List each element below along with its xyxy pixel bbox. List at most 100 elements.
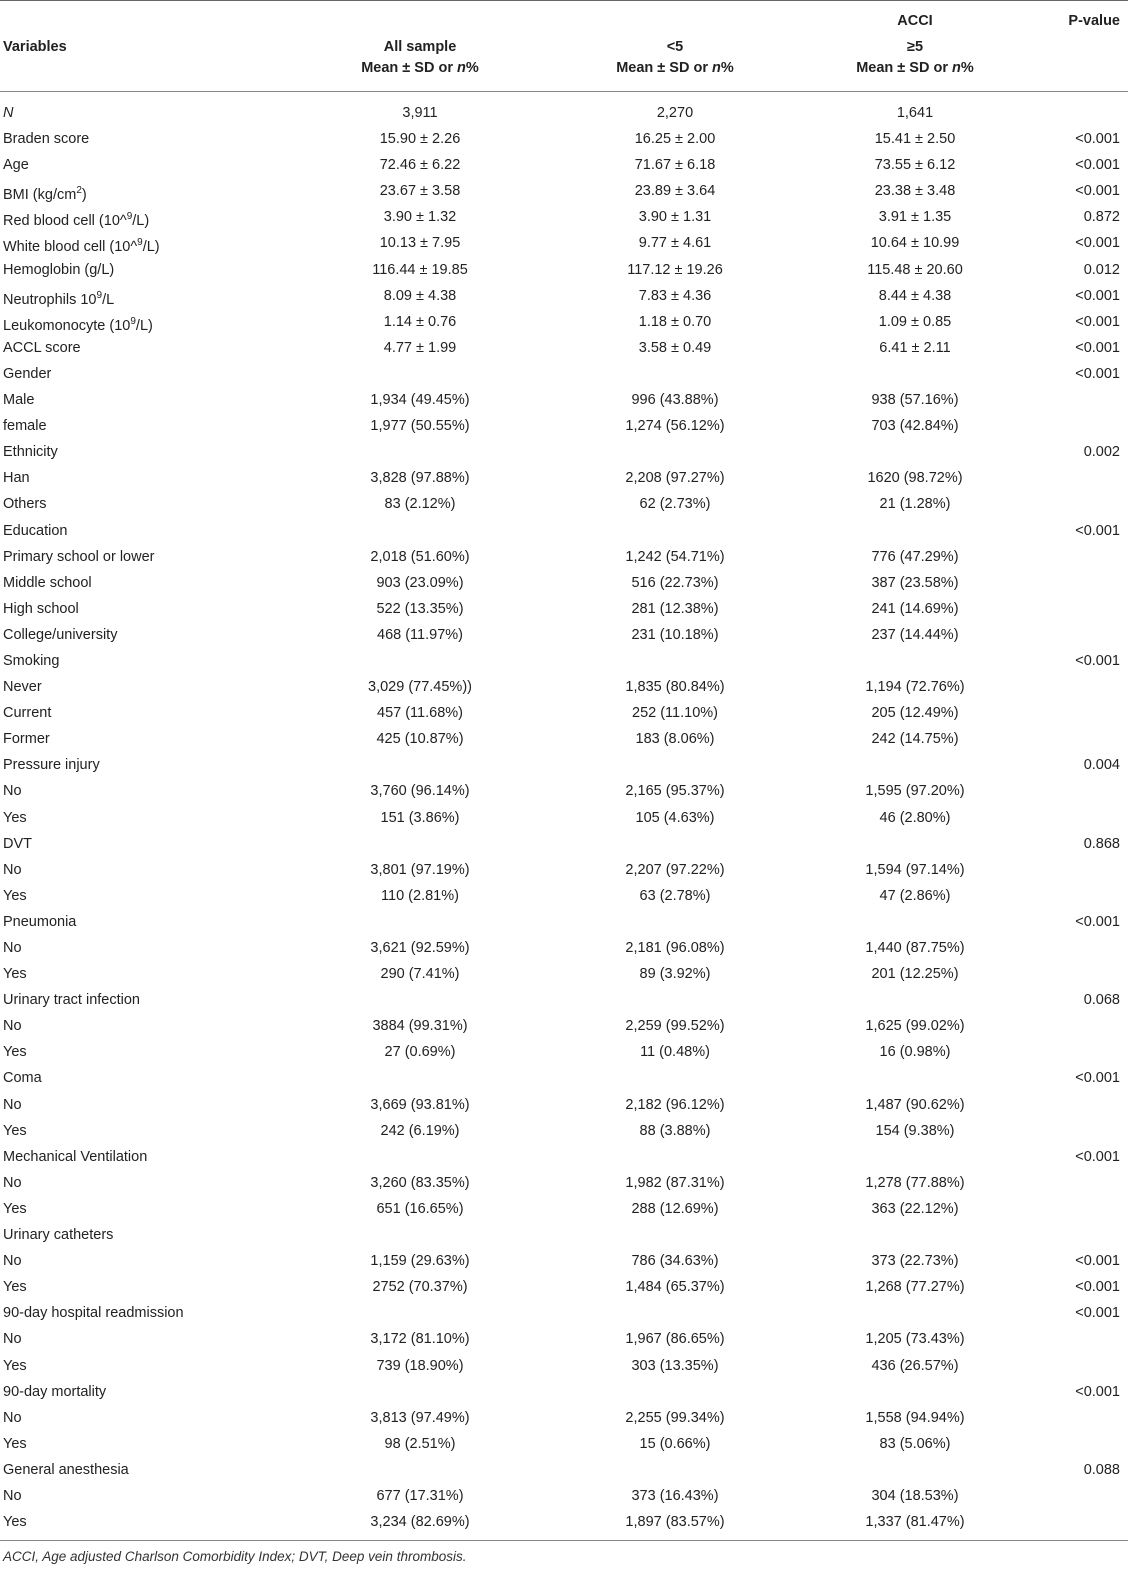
table-row: female 1,977 (50.55%) 1,274 (56.12%) 703 (4… — [0, 413, 1143, 439]
table-row: Leukomonocyte (109/L) 1.14 ± 0.76 1.18 ± 0… — [0, 309, 1143, 335]
table-row: No 677 (17.31%) 373 (16.43%) 304 (18.53%) — [0, 1483, 1143, 1509]
table-row: ACCL score 4.77 ± 1.99 3.58 ± 0.49 6.41 ± 2… — [0, 335, 1143, 361]
row-label: No — [3, 1018, 22, 1035]
p-value: <0.001 — [1075, 287, 1120, 304]
row-label: No — [3, 1253, 22, 1270]
row-label: General anesthesia — [3, 1461, 129, 1478]
table-row: Others 83 (2.12%) 62 (2.73%) 21 (1.28%) — [0, 491, 1143, 517]
acci-lt5-value: 71.67 ± 6.18 — [634, 157, 716, 174]
table-row: Pressure injury 0.004 — [0, 752, 1143, 778]
acci-ge5-value: 1,278 (77.88%) — [865, 1174, 965, 1191]
acci-ge5-value: 73.55 ± 6.12 — [874, 157, 956, 174]
acci-ge5-value: 23.38 ± 3.48 — [874, 183, 956, 200]
table-row: Hemoglobin (g/L) 116.44 ± 19.85 117.12 ± 1… — [0, 257, 1143, 283]
row-label: College/university — [3, 626, 118, 643]
all-sample-value: 116.44 ± 19.85 — [372, 261, 468, 278]
all-sample-value: 290 (7.41%) — [380, 966, 460, 983]
acci-lt5-value: 1,484 (65.37%) — [625, 1279, 725, 1296]
p-value: <0.001 — [1075, 365, 1120, 382]
row-label: 90-day hospital readmission — [3, 1305, 184, 1322]
all-sample-value: 903 (23.09%) — [376, 574, 464, 591]
row-label: No — [3, 861, 22, 878]
table-row: No 3,172 (81.10%) 1,967 (86.65%) 1,205 (73.… — [0, 1326, 1143, 1352]
row-label: No — [3, 1096, 22, 1113]
acci-ge5-value: 1,440 (87.75%) — [865, 940, 965, 956]
acci-lt5-value: 281 (12.38%) — [631, 600, 719, 617]
acci-ge5-value: 237 (14.44%) — [871, 626, 959, 643]
row-label: Leukomonocyte (109/L) — [3, 315, 153, 334]
stat-prefix: Mean ± SD or — [361, 60, 457, 76]
acci-lt5-value: 1,835 (80.84%) — [625, 679, 725, 696]
all-sample-value: 3.90 ± 1.32 — [383, 209, 457, 226]
p-value: 0.004 — [1083, 757, 1120, 774]
all-sample-value: 1,934 (49.45%) — [370, 392, 470, 409]
table-row: High school 522 (13.35%) 281 (12.38%) 241 (… — [0, 596, 1143, 622]
row-label: 90-day mortality — [3, 1383, 107, 1400]
table-row: No 3,260 (83.35%) 1,982 (87.31%) 1,278 (77.… — [0, 1170, 1143, 1196]
stat-n: n — [952, 60, 961, 76]
header-acci: ACCI — [897, 13, 933, 29]
all-sample-value: 4.77 ± 1.99 — [383, 339, 457, 356]
acci-ge5-value: 776 (47.29%) — [871, 548, 959, 565]
acci-ge5-value: 205 (12.49%) — [871, 705, 959, 722]
acci-lt5-value: 3.90 ± 1.31 — [638, 209, 712, 226]
all-sample-value: 3,669 (93.81%) — [370, 1096, 470, 1113]
acci-lt5-value: 3.58 ± 0.49 — [638, 339, 712, 356]
acci-ge5-value: 1620 (98.72%) — [867, 470, 963, 487]
row-label: ACCL score — [3, 339, 81, 356]
stat-suffix: % — [960, 60, 974, 76]
table-header: Variables ACCI P-value All sample Mean ±… — [0, 0, 1143, 92]
row-label: Yes — [3, 1200, 27, 1217]
all-sample-value: 3,760 (96.14%) — [370, 783, 470, 800]
row-label: Yes — [3, 1357, 27, 1374]
acci-ge5-value: 83 (5.06%) — [879, 1435, 951, 1452]
p-value: 0.872 — [1083, 209, 1120, 226]
table-row: Never 3,029 (77.45%)) 1,835 (80.84%) 1,194 … — [0, 674, 1143, 700]
p-value: <0.001 — [1075, 652, 1120, 669]
all-sample-value: 3,172 (81.10%) — [370, 1331, 470, 1348]
all-sample-value: 3884 (99.31%) — [372, 1018, 468, 1035]
acci-lt5-value: 16.25 ± 2.00 — [634, 131, 716, 148]
all-sample-value: 651 (16.65%) — [376, 1200, 464, 1217]
all-sample-value: 3,621 (92.59%) — [370, 940, 470, 956]
all-sample-value: 677 (17.31%) — [376, 1487, 464, 1504]
acci-lt5-value: 105 (4.63%) — [635, 809, 715, 826]
all-sample-value: 151 (3.86%) — [380, 809, 460, 826]
header-all-sample-label: All sample — [383, 39, 457, 55]
row-label: Yes — [3, 1044, 27, 1061]
table-row: Former 425 (10.87%) 183 (8.06%) 242 (14.75%… — [0, 726, 1143, 752]
stat-suffix: % — [720, 60, 734, 76]
p-value: <0.001 — [1075, 235, 1120, 252]
acci-lt5-value: 1,242 (54.71%) — [625, 548, 725, 565]
header-lt5-stat: Mean ± SD or n% — [570, 58, 780, 79]
acci-lt5-value: 2,182 (96.12%) — [625, 1096, 725, 1113]
acci-lt5-value: 63 (2.78%) — [639, 887, 711, 904]
acci-lt5-value: 1,274 (56.12%) — [625, 418, 725, 435]
row-label: Yes — [3, 1279, 27, 1296]
table-row: Neutrophils 109/L 8.09 ± 4.38 7.83 ± 4.36 8… — [0, 283, 1143, 309]
acci-lt5-value: 117.12 ± 19.26 — [627, 261, 723, 278]
table-row: Urinary tract infection 0.068 — [0, 987, 1143, 1013]
acci-ge5-value: 47 (2.86%) — [879, 887, 951, 904]
acci-ge5-value: 10.64 ± 10.99 — [870, 235, 960, 252]
table-row: No 3,760 (96.14%) 2,165 (95.37%) 1,595 (97.… — [0, 778, 1143, 804]
acci-ge5-value: 363 (22.12%) — [871, 1200, 959, 1217]
acci-lt5-value: 2,259 (99.52%) — [625, 1018, 725, 1035]
acci-lt5-value: 231 (10.18%) — [631, 626, 719, 643]
p-value: <0.001 — [1075, 913, 1120, 930]
table-row: Red blood cell (10^9/L) 3.90 ± 1.32 3.90 ±… — [0, 204, 1143, 230]
table-row: Current 457 (11.68%) 252 (11.10%) 205 (12.4… — [0, 700, 1143, 726]
table-row: Yes 151 (3.86%) 105 (4.63%) 46 (2.80%) — [0, 805, 1143, 831]
all-sample-value: 3,234 (82.69%) — [370, 1514, 470, 1531]
row-label: Gender — [3, 365, 52, 382]
row-label: female — [3, 418, 47, 435]
row-label: Yes — [3, 1435, 27, 1452]
acci-ge5-value: 1,595 (97.20%) — [865, 783, 965, 800]
all-sample-value: 3,801 (97.19%) — [370, 861, 470, 878]
header-ge5-stat: Mean ± SD or n% — [805, 58, 1025, 79]
all-sample-value: 242 (6.19%) — [380, 1122, 460, 1139]
acci-ge5-value: 1,625 (99.02%) — [865, 1018, 965, 1035]
acci-lt5-value: 2,270 — [656, 105, 694, 121]
all-sample-value: 468 (11.97%) — [377, 626, 463, 643]
all-sample-value: 2,018 (51.60%) — [370, 548, 470, 565]
